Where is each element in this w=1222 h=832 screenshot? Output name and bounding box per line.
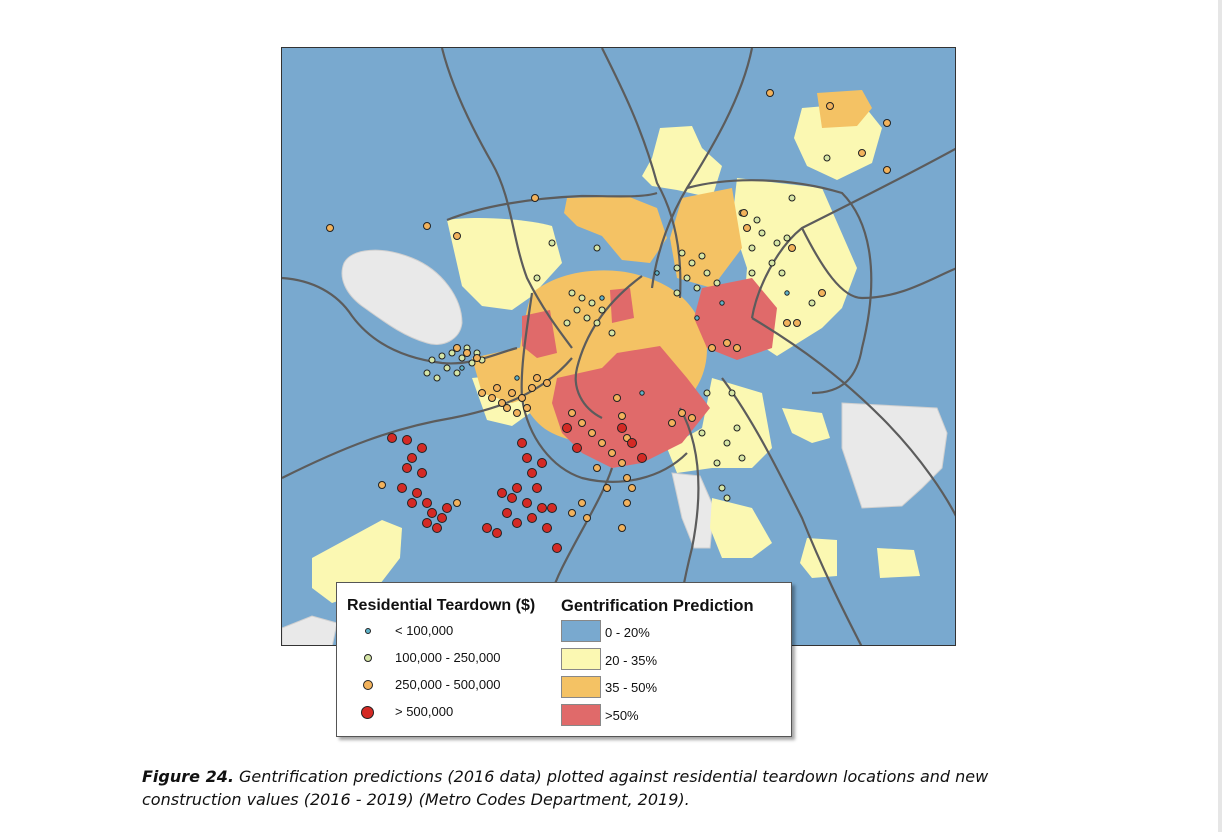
teardown-symbol-250k-500k [363, 680, 373, 690]
gentrification-swatch-20-35 [561, 648, 601, 670]
gentrification-swatch-35-50 [561, 676, 601, 698]
page-edge [1218, 0, 1222, 832]
teardown-points-under-100k [459, 270, 790, 396]
zone-35-50-far-north [817, 90, 872, 128]
teardown-label-100k-250k: 100,000 - 250,000 [395, 650, 501, 665]
teardown-symbol-under-100k [365, 628, 371, 634]
teardown-points-100k-250k [423, 154, 831, 502]
zone-20-35-far-southeast [877, 548, 920, 578]
zone-35-50-west [472, 346, 542, 403]
teardown-symbol-100k-250k [364, 654, 372, 662]
zone-20-35-east-strip [782, 408, 830, 443]
gentrification-swatch-over-50 [561, 704, 601, 726]
teardown-legend-title: Residential Teardown ($) [347, 597, 536, 614]
zone-35-50-north-arm [564, 196, 667, 263]
gentrification-label-35-50: 35 - 50% [605, 680, 658, 695]
figure-label: Figure 24. [142, 767, 234, 786]
gentrification-label-0-20: 0 - 20% [605, 625, 650, 640]
excluded-area-south [671, 472, 715, 549]
map-frame [281, 47, 956, 646]
gentrification-legend-title: Gentrification Prediction [561, 597, 754, 615]
teardown-label-250k-500k: 250,000 - 500,000 [395, 677, 501, 692]
zone-over-50-west [522, 310, 557, 358]
map-canvas [282, 48, 955, 645]
figure-caption: Figure 24. Gentrification predictions (2… [142, 765, 1042, 811]
caption-text: Gentrification predictions (2016 data) p… [142, 767, 989, 809]
zone-35-50-northeast [670, 188, 742, 288]
excluded-area-west [341, 249, 463, 345]
teardown-label-under-100k: < 100,000 [395, 623, 454, 638]
zone-20-35-southeast [710, 498, 772, 558]
zone-20-35-center-east [667, 378, 772, 473]
gentrification-label-over-50: >50% [605, 708, 639, 723]
teardown-points-over-500k [387, 423, 647, 553]
excluded-area-east [841, 402, 948, 509]
zone-over-50-center [610, 288, 634, 323]
gentrification-swatch-0-20 [561, 620, 601, 642]
teardown-symbol-over-500k [361, 706, 374, 719]
excluded-area-sw [282, 615, 338, 645]
teardown-points-250k-500k [326, 89, 891, 532]
zone-20-35-north [642, 126, 722, 198]
zone-20-35-northwest [447, 218, 562, 310]
road-network [282, 48, 955, 645]
map-legend: Residential Teardown ($) Gentrification … [336, 582, 792, 737]
zone-over-50-center-south [552, 346, 710, 468]
gentrification-label-20-35: 20 - 35% [605, 653, 658, 668]
teardown-label-over-500k: > 500,000 [395, 704, 454, 719]
